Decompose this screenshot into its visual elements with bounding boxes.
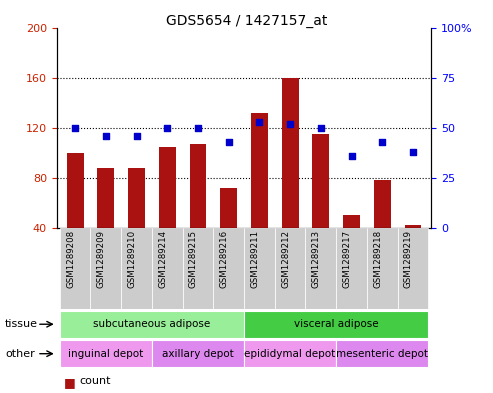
Text: GSM1289211: GSM1289211 [250, 230, 259, 288]
Text: GSM1289217: GSM1289217 [343, 230, 352, 288]
Bar [244, 340, 336, 367]
Text: ■: ■ [64, 376, 76, 389]
Text: tissue: tissue [5, 319, 38, 329]
Bar [213, 228, 244, 309]
Bar [98, 168, 114, 228]
Bar [343, 215, 360, 228]
Bar [152, 340, 244, 367]
Bar [275, 228, 306, 309]
Text: visceral adipose: visceral adipose [294, 319, 379, 329]
Text: GSM1289213: GSM1289213 [312, 230, 321, 288]
Point [225, 139, 233, 145]
Bar [128, 168, 145, 228]
Bar [67, 153, 84, 228]
Point [348, 152, 355, 159]
Text: GSM1289215: GSM1289215 [189, 230, 198, 288]
Bar [60, 340, 152, 367]
Point [71, 125, 79, 131]
Text: GSM1289212: GSM1289212 [281, 230, 290, 288]
Bar [244, 310, 428, 338]
Text: count: count [79, 376, 110, 386]
Point [133, 132, 141, 139]
Text: GSM1289214: GSM1289214 [158, 230, 167, 288]
Point [317, 125, 325, 131]
Bar [336, 340, 428, 367]
Bar [397, 228, 428, 309]
Point [102, 132, 110, 139]
Text: axillary depot: axillary depot [162, 349, 234, 359]
Text: epididymal depot: epididymal depot [245, 349, 336, 359]
Bar [60, 228, 91, 309]
Bar [182, 228, 213, 309]
Bar [159, 147, 176, 228]
Bar [404, 226, 422, 228]
Bar [244, 228, 275, 309]
Text: inguinal depot: inguinal depot [68, 349, 143, 359]
Bar [313, 134, 329, 228]
Bar [189, 144, 207, 228]
Text: GSM1289208: GSM1289208 [66, 230, 75, 288]
Bar [220, 188, 237, 228]
Bar [306, 228, 336, 309]
Bar [374, 180, 390, 228]
Text: GDS5654 / 1427157_at: GDS5654 / 1427157_at [166, 14, 327, 28]
Text: mesenteric depot: mesenteric depot [336, 349, 428, 359]
Point [255, 119, 263, 125]
Bar [121, 228, 152, 309]
Bar [60, 310, 244, 338]
Bar [282, 78, 299, 228]
Point [286, 121, 294, 127]
Text: GSM1289209: GSM1289209 [97, 230, 106, 288]
Point [409, 149, 417, 155]
Text: GSM1289219: GSM1289219 [404, 230, 413, 288]
Point [163, 125, 171, 131]
Text: GSM1289218: GSM1289218 [373, 230, 382, 288]
Point [194, 125, 202, 131]
Point [378, 139, 386, 145]
Bar [367, 228, 397, 309]
Text: subcutaneous adipose: subcutaneous adipose [93, 319, 211, 329]
Text: GSM1289216: GSM1289216 [220, 230, 229, 288]
Text: other: other [5, 349, 35, 359]
Bar [336, 228, 367, 309]
Bar [251, 113, 268, 228]
Bar [91, 228, 121, 309]
Text: GSM1289210: GSM1289210 [128, 230, 137, 288]
Bar [152, 228, 182, 309]
